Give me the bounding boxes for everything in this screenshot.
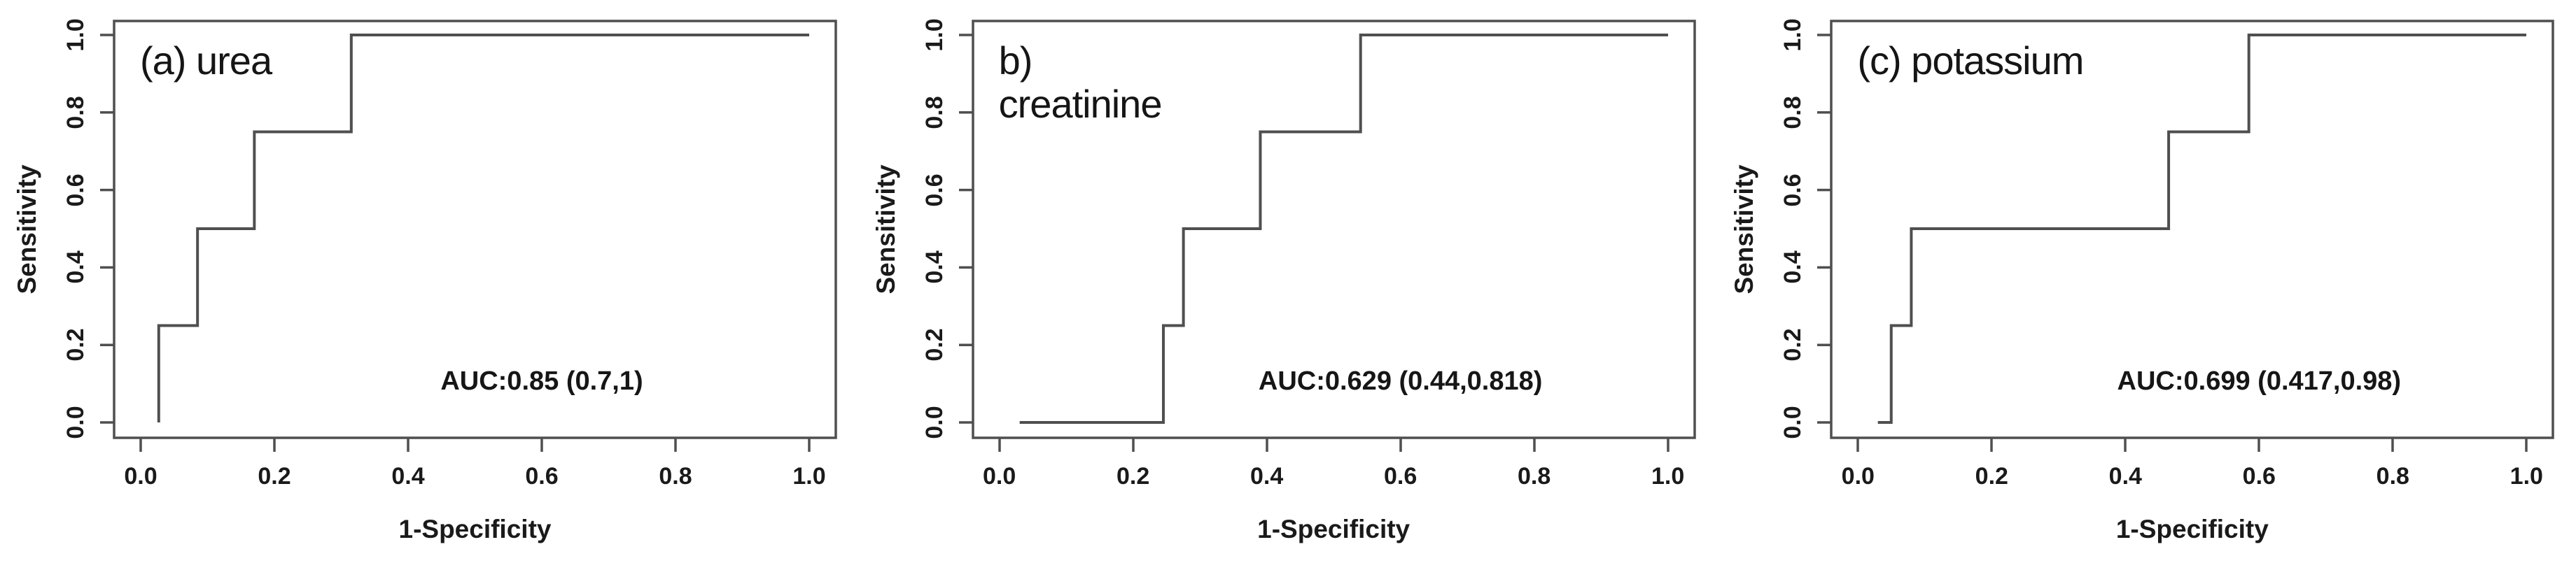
x-tick-label: 0.0 [1841, 463, 1875, 490]
panel-title: b) creatinine [998, 38, 1163, 126]
x-tick-label: 0.2 [1116, 463, 1150, 490]
x-tick-label: 0.4 [1250, 463, 1284, 490]
plot-box [113, 20, 837, 439]
y-tick-label: 0.6 [920, 173, 948, 207]
y-tick-label: 0.6 [1779, 173, 1807, 207]
x-axis-label: 1-Specificity [1257, 515, 1410, 543]
roc-panel-potassium: (c) potassium Sensitivity 1-Specificity … [1717, 0, 2576, 570]
y-tick-label: 0.2 [1779, 328, 1807, 362]
x-tick-label: 0.4 [2108, 463, 2142, 490]
y-tick-label: 0.8 [62, 96, 89, 129]
roc-curve [1019, 34, 1668, 424]
y-tick-label: 0.4 [62, 250, 89, 285]
y-tick-label: 0.2 [920, 328, 948, 362]
x-tick-label: 0.4 [391, 463, 425, 490]
x-tick-label: 1.0 [2510, 463, 2543, 490]
y-axis-label: Sensitivity [1730, 164, 1759, 294]
y-tick-label: 0.0 [1779, 406, 1807, 439]
y-tick-label: 0.4 [1779, 250, 1807, 285]
x-tick-label: 0.8 [659, 463, 692, 490]
auc-annotation: AUC:0.699 (0.417,0.98) [2117, 366, 2402, 396]
y-tick-label: 0.0 [920, 406, 948, 439]
x-tick-label: 0.8 [2376, 463, 2409, 490]
x-tick-label: 0.6 [525, 463, 559, 490]
y-tick-label: 0.8 [920, 96, 948, 129]
x-tick-label: 0.0 [983, 463, 1016, 490]
y-tick-label: 1.0 [1779, 18, 1807, 52]
panel-title: (c) potassium [1857, 38, 2084, 83]
roc-panel-urea: (a) urea Sensitivity 1-Specificity AUC:0… [0, 0, 859, 570]
plot-box [971, 20, 1696, 439]
roc-curve [157, 34, 809, 422]
y-tick-label: 0.6 [62, 173, 89, 207]
y-axis-label: Sensitivity [13, 164, 41, 294]
x-tick-label: 0.2 [258, 463, 291, 490]
x-tick-label: 1.0 [1651, 463, 1685, 490]
x-tick-label: 0.2 [1975, 463, 2008, 490]
roc-plot-area [99, 20, 837, 452]
auc-annotation: AUC:0.85 (0.7,1) [440, 366, 643, 396]
y-tick-label: 0.0 [62, 406, 89, 439]
auc-annotation: AUC:0.629 (0.44,0.818) [1258, 366, 1543, 396]
x-tick-label: 0.6 [1384, 463, 1418, 490]
x-axis-label: 1-Specificity [2115, 515, 2269, 543]
roc-curve [1877, 34, 2527, 424]
x-tick-label: 0.8 [1518, 463, 1551, 490]
y-tick-label: 0.2 [62, 328, 89, 362]
y-axis-label: Sensitivity [871, 164, 900, 294]
x-axis-label: 1-Specificity [398, 515, 552, 543]
y-tick-label: 1.0 [920, 18, 948, 52]
plot-box [1830, 20, 2555, 439]
y-tick-label: 0.8 [1779, 96, 1807, 129]
x-tick-label: 0.6 [2242, 463, 2276, 490]
roc-plot-area [958, 20, 1696, 452]
x-tick-label: 0.0 [124, 463, 158, 490]
roc-plot-area [1817, 20, 2555, 452]
x-tick-label: 1.0 [792, 463, 826, 490]
roc-panel-creatinine: b) creatinine Sensitivity 1-Specificity … [859, 0, 1718, 570]
y-tick-label: 1.0 [62, 18, 89, 52]
panel-title: (a) urea [140, 38, 272, 83]
y-tick-label: 0.4 [920, 250, 948, 285]
